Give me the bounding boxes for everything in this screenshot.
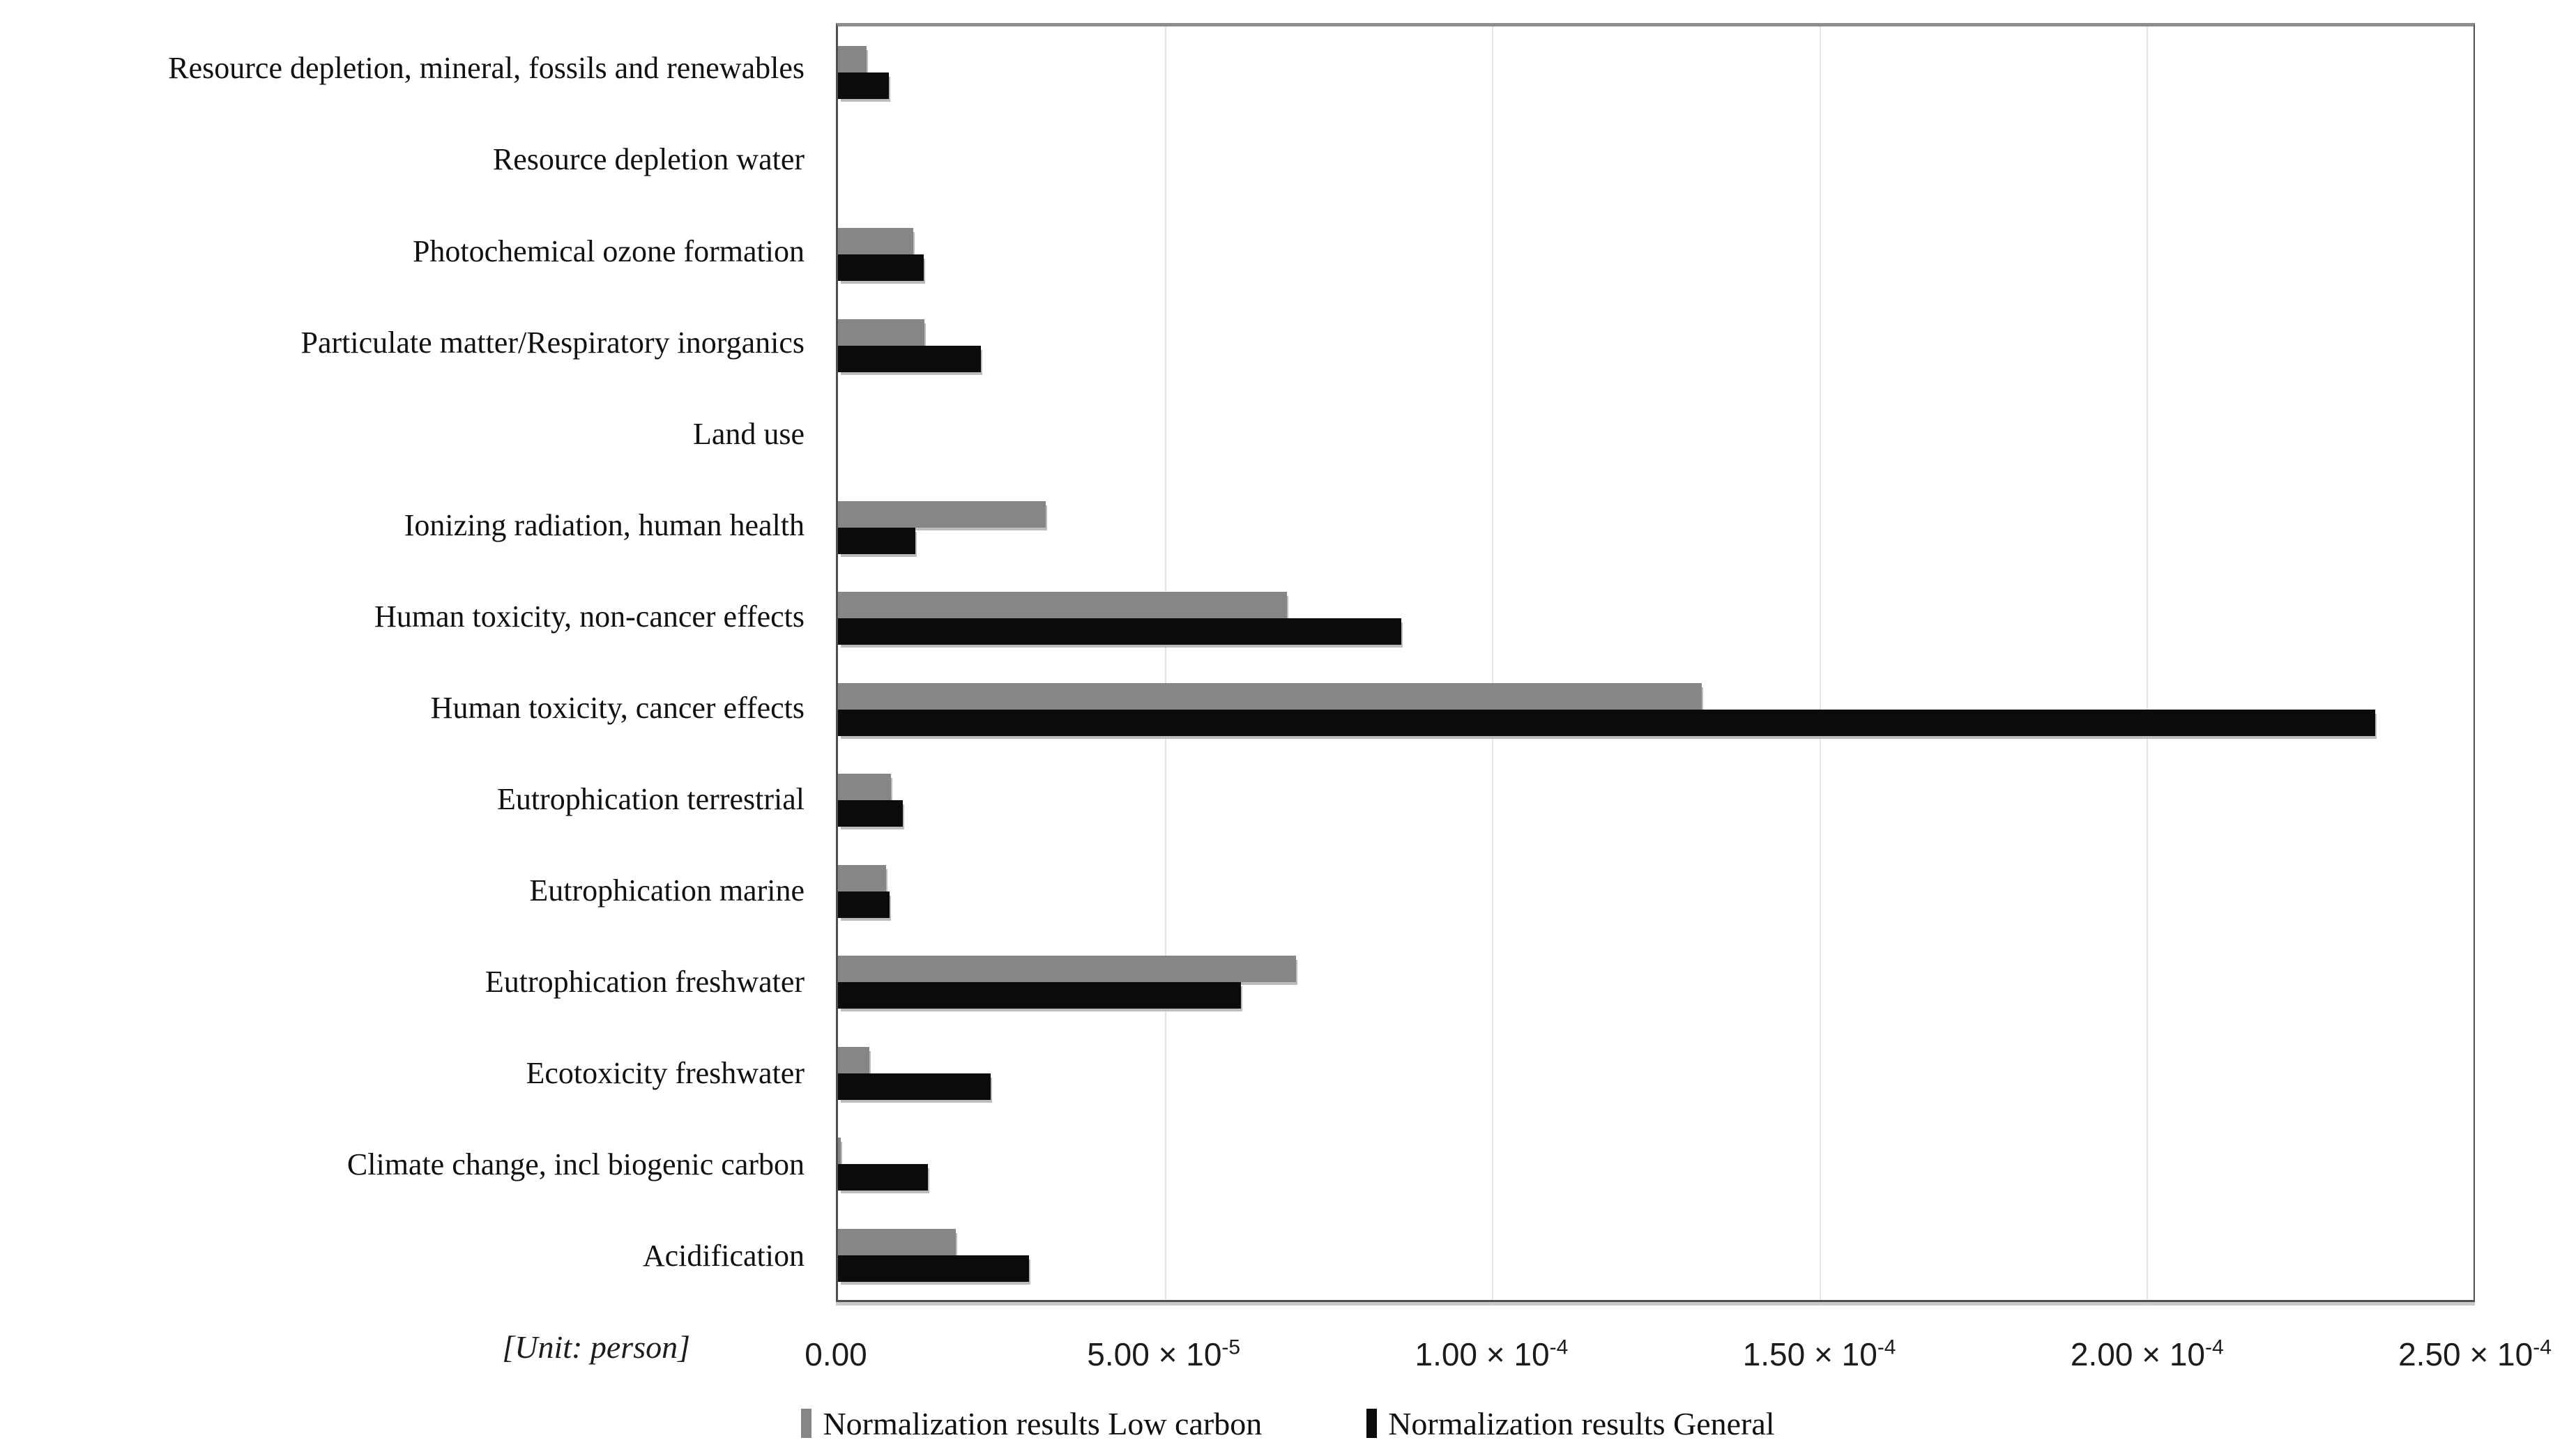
category-label: Resource depletion water: [492, 142, 805, 177]
bar-normalization-results-low-carbon: [838, 46, 867, 72]
x-axis: 0.00 5.00 × 10-5 1.00 × 10-4 1.50 × 10-4 2.0…: [805, 1323, 2552, 1379]
bar-normalization-results-general: [838, 1073, 991, 1100]
bar-row: [838, 26, 2474, 118]
category-label: Human toxicity, non-cancer effects: [374, 599, 805, 634]
bar-normalization-results-general: [838, 1255, 1029, 1282]
legend-label: Normalization results Low carbon: [823, 1405, 1263, 1441]
category-label: Climate change, incl biogenic carbon: [346, 1147, 805, 1182]
bar-normalization-results-low-carbon: [838, 1138, 841, 1164]
bar-row: [838, 482, 2474, 573]
category-label: Ionizing radiation, human health: [404, 507, 805, 542]
bar-row: [838, 754, 2474, 845]
bar-normalization-results-general: [838, 982, 1242, 1009]
bar-normalization-results-low-carbon: [838, 228, 913, 254]
category-label: Land use: [692, 416, 805, 451]
bar-normalization-results-general: [838, 72, 890, 99]
bar-row: [838, 390, 2474, 482]
bar-normalization-results-low-carbon: [838, 500, 1046, 528]
bar-normalization-results-general: [838, 527, 915, 554]
legend-swatch-icon: [1366, 1409, 1378, 1438]
legend: Normalization results Low carbon Normaliz…: [0, 1395, 2576, 1451]
bar-row: [838, 300, 2474, 391]
bar-row: [838, 845, 2474, 937]
category-label: Ecotoxicity freshwater: [526, 1056, 805, 1091]
bar-row: [838, 1118, 2474, 1209]
bar-normalization-results-low-carbon: [838, 592, 1287, 618]
gridline: [1819, 26, 1821, 1300]
bar-normalization-results-low-carbon: [838, 319, 924, 346]
x-tick-label: 2.50 × 10-4: [2398, 1336, 2552, 1372]
bar-row: [838, 1027, 2474, 1119]
bar-normalization-results-low-carbon: [838, 774, 891, 800]
legend-swatch-icon: [801, 1409, 812, 1438]
x-tick-label: 0.00: [805, 1336, 867, 1372]
bar-rows: [838, 26, 2474, 1300]
gridline: [1165, 26, 1167, 1300]
bar-row: [838, 208, 2474, 300]
legend-item: Normalization results Low carbon: [801, 1405, 1262, 1442]
bar-normalization-results-general: [838, 891, 890, 918]
bar-normalization-results-low-carbon: [838, 1046, 870, 1073]
bar-row: [838, 572, 2474, 664]
bar-normalization-results-general: [838, 709, 2376, 736]
bar-normalization-results-general: [838, 800, 903, 827]
bar-normalization-results-general: [838, 618, 1401, 645]
category-label: Human toxicity, cancer effects: [430, 690, 805, 725]
category-label: Eutrophication terrestrial: [496, 781, 805, 816]
bar-normalization-results-low-carbon: [838, 956, 1296, 982]
category-label: Particulate matter/Respiratory inorganic…: [300, 325, 805, 360]
category-label: Resource depletion, mineral, fossils and…: [168, 51, 805, 86]
bar-normalization-results-general: [838, 254, 924, 281]
category-label: Photochemical ozone formation: [412, 234, 805, 268]
x-tick-label: 1.00 × 10-4: [1415, 1336, 1569, 1372]
bar-row: [838, 1209, 2474, 1301]
x-tick-label: 2.00 × 10-4: [2070, 1336, 2224, 1372]
category-labels: Resource depletion, mineral, fossils and…: [0, 23, 809, 1302]
bar-row: [838, 118, 2474, 209]
bar-normalization-results-low-carbon: [838, 682, 1702, 710]
bar-normalization-results-low-carbon: [838, 1228, 956, 1255]
legend-label: Normalization results General: [1388, 1405, 1775, 1441]
bar-row: [838, 664, 2474, 755]
bar-normalization-results-low-carbon: [838, 864, 886, 891]
gridline: [2146, 26, 2148, 1300]
category-label: Eutrophication marine: [529, 873, 805, 908]
gridline: [1492, 26, 1494, 1300]
unit-label: [Unit: person]: [502, 1329, 690, 1365]
x-tick-label: 5.00 × 10-5: [1087, 1336, 1241, 1372]
bar-row: [838, 936, 2474, 1027]
bar-normalization-results-general: [838, 345, 981, 372]
category-label: Eutrophication freshwater: [485, 965, 805, 1000]
category-label: Acidification: [642, 1239, 805, 1273]
bar-normalization-results-general: [838, 1164, 928, 1191]
x-tick-label: 1.50 × 10-4: [1742, 1336, 1896, 1372]
plot-area: [836, 23, 2475, 1302]
legend-item: Normalization results General: [1366, 1405, 1775, 1442]
